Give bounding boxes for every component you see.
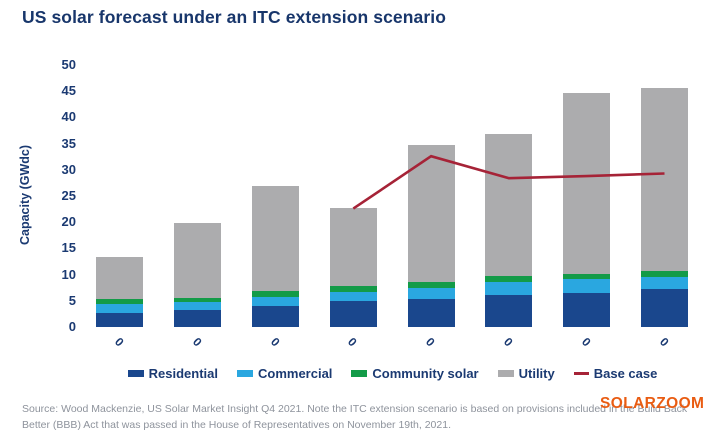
bar-segment-commercial (485, 281, 533, 296)
legend-item-commercial: Commercial (237, 366, 332, 381)
bar-segment-utility (641, 88, 688, 271)
bar-column (563, 92, 611, 327)
x-tick-label: 0 (656, 334, 672, 350)
legend-label: Base case (593, 366, 658, 381)
bar-segment-community-solar (485, 276, 533, 282)
y-tick-label: 10 (61, 266, 76, 282)
bar-segment-community-solar (329, 286, 377, 292)
bar-segment-utility (252, 185, 299, 291)
bar-segment-community-solar (407, 281, 455, 288)
bar-segment-community-solar (96, 299, 144, 305)
y-axis: 0 5 10 15 20 25 30 35 40 45 50 (34, 57, 76, 334)
bar-segment-community-solar (174, 297, 222, 303)
legend-label: Commercial (258, 366, 333, 381)
y-tick-label: 45 (61, 83, 76, 99)
x-tick-label: 0 (345, 334, 360, 350)
bar-segment-commercial (407, 287, 455, 299)
bar-segment-utility (485, 134, 533, 277)
legend-swatch (497, 370, 514, 377)
x-tick-label: 0 (578, 334, 594, 350)
bar-segment-utility (96, 257, 144, 300)
plot-area (81, 65, 704, 327)
x-tick-label: 0 (423, 334, 438, 350)
legend: Residential Commercial Community solar Util… (81, 366, 704, 381)
bar-segment-residential (252, 306, 299, 327)
legend-label: Utility (518, 366, 555, 381)
x-tick-label: 0 (267, 334, 283, 350)
bar-column (174, 223, 222, 327)
bar-column (407, 144, 455, 327)
bar-segment-commercial (329, 291, 377, 301)
legend-item-community-solar: Community solar (351, 366, 479, 381)
bar-segment-residential (563, 292, 611, 327)
y-tick-label: 25 (61, 188, 76, 203)
bar-column (252, 185, 299, 327)
bar-column (96, 257, 144, 327)
watermark: SOLARZOOM (600, 395, 705, 412)
source-note-line: Better (BBB) Act that was passed in the … (22, 418, 451, 431)
legend-label: Residential (148, 366, 218, 381)
legend-label: Community solar (372, 366, 479, 381)
bar-segment-utility (563, 92, 611, 275)
legend-swatch (351, 370, 368, 377)
legend-item-utility: Utility (497, 366, 555, 381)
bar-segment-residential (485, 295, 533, 327)
bar-segment-community-solar (563, 274, 611, 280)
legend-swatch (237, 370, 253, 377)
bar-segment-commercial (174, 302, 222, 311)
bar-column (329, 207, 377, 327)
y-tick-label: 50 (61, 57, 76, 72)
bar-segment-community-solar (641, 270, 688, 277)
y-tick-label: 35 (61, 135, 76, 151)
legend-item-residential: Residential (127, 366, 218, 381)
bar-segment-residential (96, 313, 144, 327)
x-tick-label: 0 (111, 334, 127, 350)
chart-title: US solar forecast under an ITC extension… (22, 7, 447, 27)
bar-segment-utility (329, 207, 377, 287)
bar-segment-commercial (96, 304, 144, 314)
x-tick-label: 0 (500, 334, 516, 350)
bar-segment-residential (174, 310, 222, 327)
source-note: Source: Wood Mackenzie, US Solar Market … (22, 402, 698, 434)
y-tick-label: 30 (61, 161, 76, 177)
x-axis: 0 0 0 0 0 0 0 0 (81, 333, 704, 357)
bar-segment-residential (641, 289, 688, 327)
bar-column (641, 88, 688, 327)
x-tick-label: 0 (189, 334, 205, 350)
bar-segment-residential (329, 300, 377, 327)
bar-segment-residential (407, 298, 455, 327)
bar-segment-utility (407, 144, 455, 282)
y-tick-label: 15 (61, 240, 76, 256)
bar-segment-community-solar (252, 290, 299, 297)
bar-segment-commercial (252, 296, 299, 307)
y-tick-label: 0 (68, 319, 76, 334)
y-tick-label: 20 (61, 214, 76, 230)
y-tick-label: 5 (68, 292, 76, 308)
source-note-line: Source: Wood Mackenzie, US Solar Market … (22, 403, 688, 415)
legend-swatch (573, 372, 589, 375)
y-tick-label: 40 (61, 109, 76, 125)
bar-segment-commercial (641, 276, 688, 290)
legend-item-base-case: Base case (573, 366, 658, 381)
legend-swatch (127, 370, 144, 377)
bar-segment-utility (174, 223, 222, 298)
bar-segment-commercial (563, 279, 611, 293)
bar-column (485, 134, 533, 327)
y-axis-title: Capacity (GWdc) (18, 145, 32, 246)
